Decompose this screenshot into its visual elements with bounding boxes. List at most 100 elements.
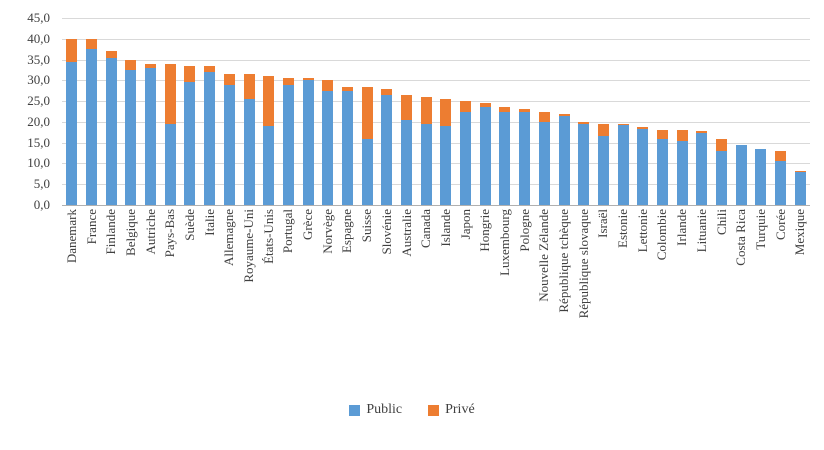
x-axis-label: Islande (437, 209, 453, 247)
bar-20 (460, 101, 472, 205)
bar-segment-prive (440, 99, 452, 126)
bar-segment-public (460, 111, 472, 205)
plot-area (62, 18, 810, 206)
x-label-slot: Islande (436, 209, 456, 247)
x-label-slot: Canada (416, 209, 436, 248)
bar-segment-public (302, 80, 314, 205)
x-label-slot: France (82, 209, 102, 244)
bar-19 (440, 99, 452, 205)
x-axis-label: Israël (595, 209, 611, 238)
bar-segment-prive (223, 74, 235, 85)
y-tick-label: 10,0 (27, 155, 50, 171)
x-label-slot: Colombie (653, 209, 673, 260)
bar-slot (613, 124, 633, 205)
legend-swatch-icon (349, 404, 361, 416)
bar-segment-prive (578, 121, 590, 124)
bar-segment-public (617, 125, 629, 205)
bar-slot (82, 38, 102, 205)
bar-segment-public (223, 84, 235, 205)
x-label-slot: Pays-Bas (160, 209, 180, 257)
bar-slot (180, 65, 200, 205)
bar-segment-public (656, 138, 668, 205)
bar-slot (751, 148, 771, 205)
x-label-slot: Chili (712, 209, 732, 235)
x-axis-label: Pologne (516, 209, 532, 252)
bar-33 (716, 138, 728, 205)
bar-segment-public (420, 124, 432, 205)
x-axis-label: Suède (181, 209, 197, 241)
bar-25 (558, 113, 570, 205)
bar-segment-prive (696, 131, 708, 134)
bar-slot (475, 103, 495, 205)
bar-segment-prive (597, 123, 609, 137)
x-label-slot: Irlande (672, 209, 692, 246)
x-axis-label: France (83, 209, 99, 245)
x-label-slot: Australie (397, 209, 417, 257)
bar-26 (578, 121, 590, 205)
bar-segment-public (86, 49, 98, 205)
x-label-slot: Pologne (515, 209, 535, 252)
x-axis-label: Portugal (280, 209, 296, 254)
x-label-slot: Corée (771, 209, 791, 240)
x-axis-label: Belgique (122, 209, 138, 256)
gridline (62, 163, 810, 165)
gridline (62, 121, 810, 123)
bar-segment-prive (263, 76, 275, 126)
bar-segment-prive (637, 126, 649, 129)
bar-segment-prive (716, 138, 728, 151)
bar-segment-public (440, 126, 452, 205)
bar-segment-public (105, 57, 117, 205)
y-tick-label: 5,0 (33, 176, 50, 192)
x-label-slot: Hongrie (475, 209, 495, 252)
x-axis-label: Colombie (654, 209, 670, 261)
bar-11 (282, 78, 294, 205)
bar-segment-prive (145, 63, 157, 68)
bar-slot (259, 76, 279, 205)
bar-segment-public (145, 67, 157, 205)
bar-slot (731, 144, 751, 205)
x-label-slot: République tchèque (554, 209, 574, 313)
bar-17 (401, 94, 413, 205)
bar-35 (755, 148, 767, 205)
x-axis-label: Mexique (792, 209, 808, 256)
bar-slot (416, 97, 436, 205)
bar-32 (696, 131, 708, 205)
bar-segment-public (696, 133, 708, 205)
bar-slot (594, 123, 614, 205)
bar-segment-prive (125, 59, 137, 70)
bar-slot (279, 78, 299, 205)
bar-segment-public (479, 107, 491, 205)
x-axis-label: Italie (201, 209, 217, 236)
bar-21 (479, 103, 491, 205)
bar-segment-public (637, 129, 649, 205)
x-axis-label: République slovaque (575, 209, 591, 319)
gridline (62, 18, 810, 19)
bar-18 (420, 97, 432, 205)
x-axis-labels: Danemark France Finlande Belgique Autriche Pa… (62, 209, 810, 384)
bar-5 (164, 63, 176, 205)
bar-segment-prive (676, 130, 688, 141)
bar-segment-public (519, 111, 531, 205)
gridline (62, 101, 810, 103)
bars-container (62, 18, 810, 205)
bar-slot (318, 80, 338, 205)
x-axis-label: États-Unis (260, 209, 276, 264)
x-label-slot: Slovénie (377, 209, 397, 255)
x-axis-label: Japon (457, 209, 473, 240)
bar-segment-public (716, 151, 728, 205)
bar-segment-public (676, 140, 688, 205)
bar-segment-prive (617, 124, 629, 126)
bar-segment-public (282, 84, 294, 205)
gridline (62, 80, 810, 82)
x-label-slot: République slovaque (574, 209, 594, 318)
bar-slot (633, 126, 653, 205)
bar-segment-public (204, 72, 216, 205)
bar-36 (775, 151, 787, 205)
bar-slot (239, 74, 259, 205)
bar-slot (121, 59, 141, 205)
x-label-slot: Norvège (318, 209, 338, 254)
bar-segment-public (538, 121, 550, 205)
bar-segment-prive (105, 51, 117, 58)
bar-segment-public (578, 124, 590, 205)
x-label-slot: Estonie (613, 209, 633, 248)
